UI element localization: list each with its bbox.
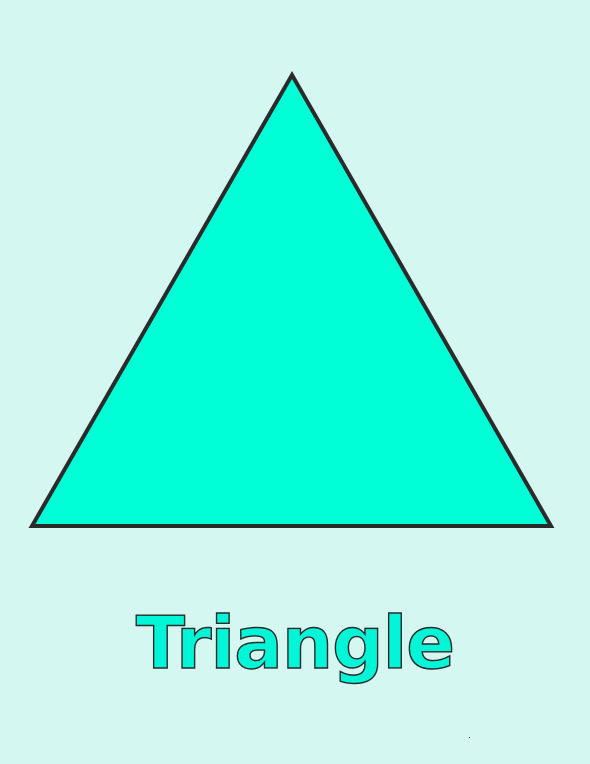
speck (469, 737, 470, 738)
shape-label: Triangle (135, 600, 456, 685)
triangle-polygon (28, 70, 555, 528)
